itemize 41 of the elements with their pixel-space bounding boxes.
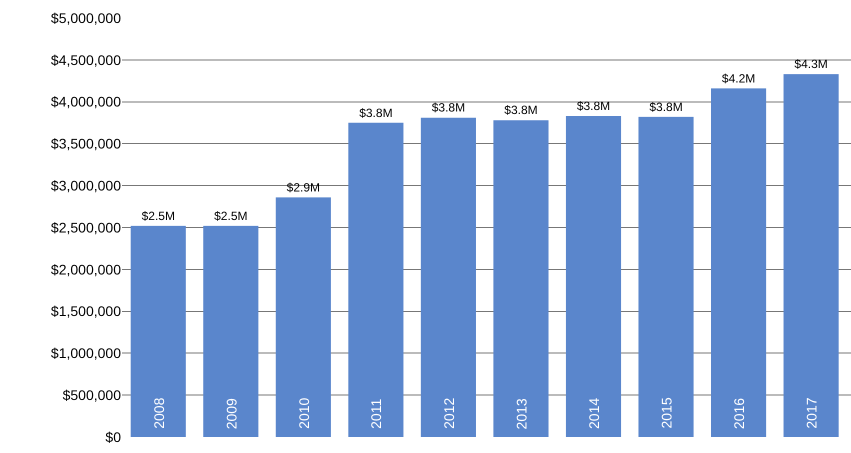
y-tick-label: $0: [105, 428, 122, 445]
x-tick-label: 2016: [731, 398, 748, 430]
bar: [130, 226, 186, 437]
bar: [203, 226, 258, 437]
data-label: $3.8M: [504, 103, 538, 118]
y-tick-label: $1,000,000: [50, 345, 122, 362]
bar: [784, 74, 839, 437]
bar: [638, 116, 694, 437]
x-tick-label: 2008: [150, 397, 167, 429]
x-tick-label: 2017: [804, 397, 820, 429]
x-tick-label: 2013: [513, 398, 530, 430]
y-tick-label: $4,500,000: [50, 52, 122, 68]
data-label: $2.5M: [142, 208, 175, 223]
x-tick-label: 2011: [368, 398, 384, 429]
y-tick-label: $3,500,000: [50, 136, 122, 152]
y-tick-label: $2,000,000: [50, 261, 122, 278]
x-tick-label: 2010: [296, 397, 312, 429]
y-tick-label: $4,000,000: [50, 94, 122, 110]
x-tick-label: 2009: [223, 398, 240, 430]
x-tick-label: 2012: [440, 398, 457, 429]
data-label: $2.5M: [214, 208, 248, 223]
data-label: $3.8M: [432, 100, 466, 115]
data-label: $3.8M: [576, 99, 610, 114]
bar: [711, 88, 766, 437]
data-label: $4.3M: [794, 57, 828, 72]
y-tick-label: $3,000,000: [50, 178, 122, 194]
y-tick-label: $500,000: [62, 387, 122, 403]
bar: [276, 197, 331, 437]
bar: [420, 118, 476, 437]
data-label: $3.8M: [359, 106, 393, 120]
x-tick-label: 2014: [586, 398, 602, 429]
x-tick-label: 2015: [658, 397, 675, 429]
bar: [348, 122, 404, 437]
y-tick-label: $2,500,000: [50, 219, 122, 236]
y-tick-label: $1,500,000: [50, 303, 122, 320]
data-label: $4.2M: [722, 71, 756, 86]
bar: [566, 116, 622, 437]
y-tick-label: $5,000,000: [50, 10, 122, 26]
bar: [493, 120, 549, 437]
data-label: $2.9M: [286, 180, 320, 194]
data-label: $3.8M: [649, 100, 683, 114]
